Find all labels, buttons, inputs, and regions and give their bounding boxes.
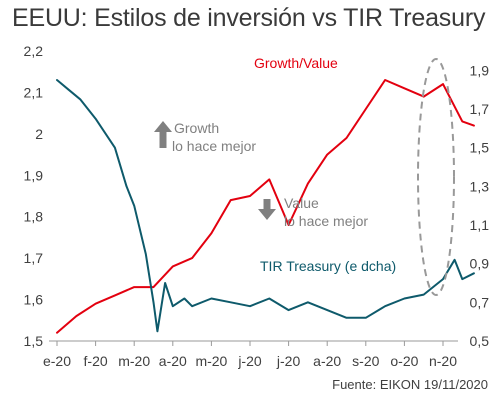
right-tick-label: 1,3 (470, 178, 490, 194)
growth-annotation: Growth lo hace mejor (154, 120, 256, 154)
x-tick-label: n-20 (429, 353, 457, 369)
x-tick-label: f-20 (84, 353, 108, 369)
growth-annotation-line2: lo hace mejor (172, 138, 256, 154)
growth-value-line (56, 79, 475, 334)
x-tick-label: s-20 (352, 353, 379, 369)
value-annotation: Value lo hace mejor (258, 195, 368, 229)
left-tick-label: 1,9 (24, 167, 44, 183)
x-tick-label: j-20 (276, 353, 301, 369)
value-annotation-line2: lo hace mejor (284, 213, 368, 229)
left-tick-label: 1,8 (24, 209, 44, 225)
right-y-axis: 0,5 0,7 0,9 1,1 1,3 1,5 1,7 1,9 (470, 62, 490, 349)
source-note: Fuente: EIKON 19/11/2020 (332, 377, 488, 392)
x-tick-label: m-20 (195, 353, 227, 369)
x-tick-label: j-20 (237, 353, 262, 369)
x-tick-label: a-20 (159, 353, 187, 369)
x-axis: e-20 f-20 m-20 a-20 m-20 j-20 j-20 a-20 s-20 o-20… (43, 341, 457, 369)
x-tick-label: o-20 (390, 353, 418, 369)
left-y-axis: 1,5 1,6 1,7 1,8 1,9 2 2,1 2,2 (24, 43, 44, 349)
highlight-ellipse (417, 58, 455, 296)
growth-annotation-line1: Growth (174, 120, 219, 136)
right-tick-label: 0,7 (470, 294, 490, 310)
right-tick-label: 1,7 (470, 101, 490, 117)
x-tick-label: m-20 (118, 353, 150, 369)
left-tick-label: 1,7 (24, 250, 44, 266)
series-lines (56, 79, 475, 334)
growth-value-series-label: Growth/Value (254, 55, 338, 71)
right-tick-label: 0,5 (470, 333, 490, 349)
up-arrow-icon (154, 121, 172, 148)
left-tick-label: 1,5 (24, 333, 44, 349)
series-labels: Growth/Value TIR Treasury (e dcha) (254, 55, 396, 274)
right-tick-label: 1,5 (470, 140, 490, 156)
right-tick-label: 1,9 (470, 62, 490, 78)
tir-treasury-series-label: TIR Treasury (e dcha) (260, 258, 396, 274)
tir-treasury-line (56, 79, 475, 333)
left-tick-label: 1,6 (24, 292, 44, 308)
right-tick-label: 1,1 (470, 217, 490, 233)
left-tick-label: 2,2 (24, 43, 44, 59)
left-tick-label: 2,1 (24, 84, 44, 100)
value-annotation-line1: Value (284, 195, 319, 211)
left-tick-label: 2 (35, 126, 43, 142)
x-tick-label: a-20 (313, 353, 341, 369)
right-tick-label: 0,9 (470, 256, 490, 272)
chart-title: EEUU: Estilos de inversión vs TIR Treasu… (12, 4, 486, 32)
x-tick-label: e-20 (43, 353, 71, 369)
down-arrow-icon (258, 199, 276, 220)
